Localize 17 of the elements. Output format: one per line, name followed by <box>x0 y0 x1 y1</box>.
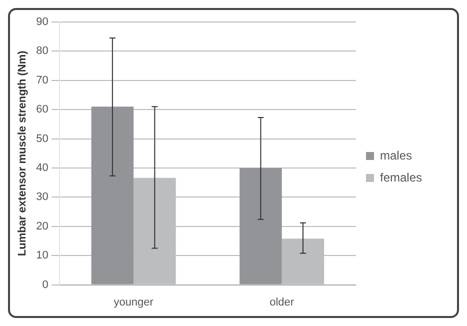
legend-label: males <box>380 148 412 162</box>
bar <box>240 168 282 284</box>
y-tick-label: 10 <box>36 250 48 262</box>
x-tick-label: younger <box>114 296 154 308</box>
y-tick-label: 70 <box>36 74 48 86</box>
y-tick-label: 60 <box>36 104 48 116</box>
legend-label: females <box>380 170 422 184</box>
y-tick-label: 50 <box>36 132 48 145</box>
y-tick-label: 30 <box>36 191 48 204</box>
bar <box>91 106 134 284</box>
y-axis-title: Lumbar extensor muscle strength (Nm) <box>16 50 29 256</box>
y-tick-label: 20 <box>36 220 48 232</box>
y-tick-label: 0 <box>42 278 48 291</box>
y-tick-label: 80 <box>36 45 48 58</box>
y-tick-label: 90 <box>36 16 48 28</box>
y-tick-label: 40 <box>36 162 48 174</box>
x-tick-label: older <box>270 296 294 308</box>
